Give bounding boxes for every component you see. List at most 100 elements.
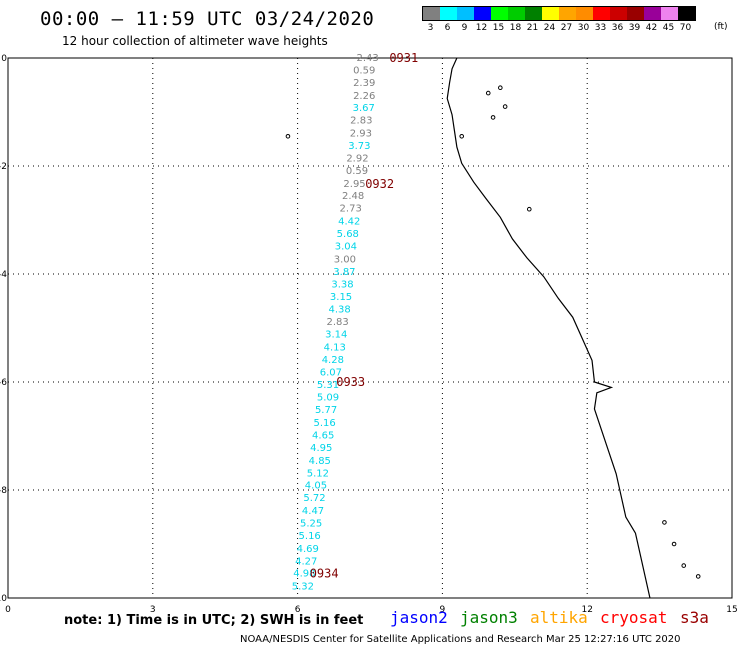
scale-label: 27 xyxy=(560,23,573,33)
island xyxy=(681,563,687,568)
satellite-legend-item: jason2 xyxy=(390,608,448,627)
wave-height-reading: 2.39 xyxy=(353,78,375,89)
y-tick-label: 0 xyxy=(1,54,7,64)
scale-color-box xyxy=(423,7,440,20)
scale-label: 42 xyxy=(645,23,658,33)
map-title: 00:00 – 11:59 UTC 03/24/2020 xyxy=(40,8,375,30)
scale-color-box xyxy=(508,7,525,20)
wave-height-reading: 5.25 xyxy=(300,518,322,529)
scale-label: 36 xyxy=(611,23,624,33)
x-tick-label: 6 xyxy=(295,605,301,615)
scale-label: 9 xyxy=(461,23,468,33)
footer-note: note: 1) Time is in UTC; 2) SWH is in fe… xyxy=(64,613,364,628)
scale-color-box xyxy=(627,7,644,20)
y-tick-label: -6 xyxy=(0,378,7,388)
map-subtitle: 12 hour collection of altimeter wave hei… xyxy=(62,34,328,48)
wave-height-reading: 2.73 xyxy=(340,204,362,215)
scale-label: 18 xyxy=(509,23,522,33)
wave-height-reading: 5.16 xyxy=(313,418,335,429)
wave-height-reading: 0.59 xyxy=(353,65,375,76)
satellite-legend-item: altika xyxy=(530,608,588,627)
wave-height-reading: 3.38 xyxy=(331,279,353,290)
y-tick-label: -4 xyxy=(0,270,7,280)
scale-label: 39 xyxy=(628,23,641,33)
x-tick-label: 15 xyxy=(726,605,737,615)
wave-height-reading: 4.27 xyxy=(295,556,317,567)
wave-height-reading: 4.47 xyxy=(302,506,324,517)
scale-label: 70 xyxy=(679,23,692,33)
scale-label: 12 xyxy=(475,23,488,33)
island xyxy=(459,134,465,139)
scale-label: 21 xyxy=(526,23,539,33)
x-tick-label: 0 xyxy=(5,605,11,615)
wave-height-reading: 2.48 xyxy=(342,191,364,202)
coastline xyxy=(446,57,651,599)
x-tick-label: 3 xyxy=(150,605,156,615)
scale-color-box xyxy=(457,7,474,20)
scale-color-box xyxy=(559,7,576,20)
island xyxy=(695,574,701,579)
island xyxy=(490,115,496,120)
island xyxy=(485,90,491,96)
scale-label: 33 xyxy=(594,23,607,33)
scale-color-box xyxy=(525,7,542,20)
wave-height-reading: 4.38 xyxy=(328,305,350,316)
scale-unit: (ft) xyxy=(714,22,728,32)
island xyxy=(662,520,667,525)
island xyxy=(285,134,291,139)
map-frame xyxy=(7,57,733,599)
time-label: 0934 xyxy=(310,567,339,581)
island xyxy=(526,206,532,212)
wave-height-reading: 5.31 xyxy=(317,380,339,391)
wave-height-reading: 5.72 xyxy=(303,493,325,504)
wave-height-reading: 4.69 xyxy=(297,544,319,555)
scale-color-bar xyxy=(422,6,696,21)
wave-height-reading: 5.77 xyxy=(315,405,337,416)
wave-height-reading: 4.65 xyxy=(312,430,334,441)
scale-color-box xyxy=(678,7,695,20)
wave-height-reading: 4.85 xyxy=(309,456,331,467)
wave-height-reading: 4.95 xyxy=(310,443,332,454)
wave-height-reading: 3.04 xyxy=(335,241,357,252)
wave-height-reading: 5.68 xyxy=(337,229,359,240)
wave-height-reading: 2.83 xyxy=(327,317,349,328)
wave-height-reading: 2.92 xyxy=(346,153,368,164)
satellite-legend-item: jason3 xyxy=(460,608,518,627)
time-label: 0931 xyxy=(389,51,418,65)
wave-height-reading: 5.32 xyxy=(292,582,314,593)
wave-height-reading: 5.16 xyxy=(299,531,321,542)
wave-height-reading: 3.15 xyxy=(330,292,352,303)
scale-label: 3 xyxy=(427,23,434,33)
footer-credit: NOAA/NESDIS Center for Satellite Applica… xyxy=(240,634,681,645)
wave-height-reading: 3.67 xyxy=(353,103,375,114)
scale-label: 15 xyxy=(492,23,505,33)
wave-height-reading: 0.59 xyxy=(346,166,368,177)
satellite-legend-item: s3a xyxy=(680,608,709,627)
wave-height-reading: 4.05 xyxy=(305,481,327,492)
y-tick-label: -10 xyxy=(0,594,7,604)
time-label: 0933 xyxy=(336,375,365,389)
wave-height-reading: 4.28 xyxy=(322,355,344,366)
scale-color-box xyxy=(576,7,593,20)
scale-labels: 3 6 9 12 15 18 21 24 27 30 33 36 39 42 45 70 xyxy=(422,23,696,33)
wave-height-reading: 3.14 xyxy=(325,329,347,340)
wave-height-reading: 3.73 xyxy=(348,141,370,152)
scale-label: 24 xyxy=(543,23,556,33)
island xyxy=(671,541,677,547)
y-tick-label: -8 xyxy=(0,486,7,496)
x-tick-label: 9 xyxy=(440,605,446,615)
wave-height-reading: 4.42 xyxy=(338,217,360,228)
scale-label: 6 xyxy=(444,23,451,33)
scale-color-box xyxy=(610,7,627,20)
y-tick-label: -2 xyxy=(0,162,7,172)
wave-height-reading: 2.26 xyxy=(353,91,375,102)
wave-height-reading: 4.13 xyxy=(324,342,346,353)
wave-height-reading: 2.43 xyxy=(356,53,378,64)
scale-color-box xyxy=(474,7,491,20)
scale-color-box xyxy=(491,7,508,20)
wave-height-reading: 3.87 xyxy=(333,267,355,278)
island xyxy=(498,85,503,90)
scale-color-box xyxy=(661,7,678,20)
scale-color-box xyxy=(644,7,661,20)
wave-height-reading: 6.07 xyxy=(320,367,342,378)
